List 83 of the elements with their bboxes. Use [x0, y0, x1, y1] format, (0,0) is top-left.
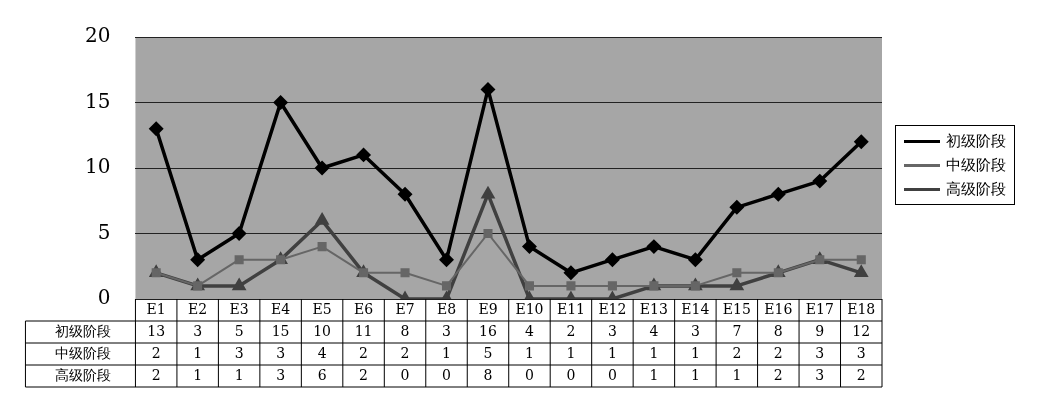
data-label: 1 — [525, 344, 534, 361]
data-label: 5 — [234, 322, 244, 339]
data-label: 3 — [276, 366, 286, 383]
data-label: 2 — [151, 344, 161, 361]
data-label: 1 — [234, 366, 244, 383]
data-label: 3 — [690, 322, 700, 339]
x-tick-label: E16 — [764, 300, 793, 317]
data-label: 1 — [690, 344, 700, 361]
data-label: 0 — [525, 366, 534, 383]
y-tick-label: 0 — [97, 285, 111, 310]
data-label: 6 — [317, 366, 327, 383]
data-label: 3 — [856, 344, 866, 361]
text: 中级阶段 — [55, 344, 112, 361]
x-tick-label: E4 — [271, 300, 291, 317]
data-label: 3 — [234, 344, 244, 361]
data-label: 12 — [852, 322, 871, 339]
data-label: 2 — [400, 344, 410, 361]
x-tick-label: E14 — [681, 300, 710, 317]
y-tick-label: 20 — [85, 23, 111, 48]
data-label: 4 — [525, 322, 534, 339]
data-label: 3 — [815, 344, 825, 361]
legend-label: 高级阶段 — [946, 179, 1006, 199]
data-label: 2 — [151, 366, 161, 383]
text: 高级阶段 — [55, 366, 112, 383]
data-label: 1 — [690, 366, 700, 383]
data-label: 10 — [313, 322, 331, 339]
data-label: 1 — [732, 366, 742, 383]
y-tick-label: 10 — [85, 154, 111, 179]
data-label: 8 — [773, 322, 783, 339]
data-label: 0 — [566, 366, 576, 383]
y-tick-label: 5 — [97, 219, 111, 244]
data-label: 7 — [732, 322, 742, 339]
x-tick-label: E11 — [556, 300, 585, 317]
data-label: 1 — [566, 344, 576, 361]
data-label: 9 — [815, 322, 825, 339]
data-label: 1 — [193, 366, 203, 383]
x-tick-label: E2 — [188, 300, 208, 317]
data-label: 3 — [193, 322, 203, 339]
data-label: 2 — [773, 344, 783, 361]
data-label: 3 — [442, 322, 451, 339]
x-tick-label: E7 — [395, 300, 415, 317]
data-label: 2 — [359, 344, 369, 361]
x-tick-label: E6 — [353, 300, 374, 317]
data-label: 0 — [607, 366, 617, 383]
y-tick-label: 15 — [85, 88, 111, 113]
data-label: 2 — [566, 322, 576, 339]
x-tick-label: E10 — [515, 300, 544, 317]
data-label: 4 — [317, 344, 327, 361]
x-tick-label: E1 — [146, 300, 166, 317]
data-label: 11 — [354, 322, 373, 339]
data-label: 3 — [607, 322, 617, 339]
text: 初级阶段 — [55, 322, 112, 339]
data-label: 8 — [483, 366, 493, 383]
data-label: 1 — [607, 344, 617, 361]
data-label: 1 — [442, 344, 451, 361]
data-label: 8 — [400, 322, 410, 339]
x-tick-label: E15 — [722, 300, 751, 317]
data-label: 2 — [732, 344, 742, 361]
x-tick-label: E12 — [598, 300, 627, 317]
x-tick-label: E17 — [805, 300, 834, 317]
x-tick-label: E13 — [639, 300, 668, 317]
data-label: 0 — [442, 366, 451, 383]
data-label: 16 — [479, 322, 497, 339]
data-label: 3 — [276, 344, 286, 361]
data-label: 1 — [649, 366, 659, 383]
legend-label: 初级阶段 — [946, 131, 1006, 151]
data-label: 2 — [773, 366, 783, 383]
x-tick-label: E5 — [312, 300, 332, 317]
data-label: 1 — [649, 344, 659, 361]
x-tick-label: E18 — [847, 300, 876, 317]
data-label: 15 — [271, 322, 290, 339]
x-tick-label: E9 — [478, 300, 498, 317]
data-label: 2 — [856, 366, 866, 383]
x-tick-label: E8 — [436, 300, 457, 317]
data-label: 2 — [359, 366, 369, 383]
data-label: 0 — [400, 366, 410, 383]
data-label: 1 — [193, 344, 203, 361]
legend-label: 中级阶段 — [946, 155, 1006, 175]
data-label: 4 — [649, 322, 659, 339]
data-label: 3 — [815, 366, 825, 383]
data-label: 5 — [483, 344, 493, 361]
data-label: 13 — [147, 322, 166, 339]
x-tick-label: E3 — [229, 300, 249, 317]
